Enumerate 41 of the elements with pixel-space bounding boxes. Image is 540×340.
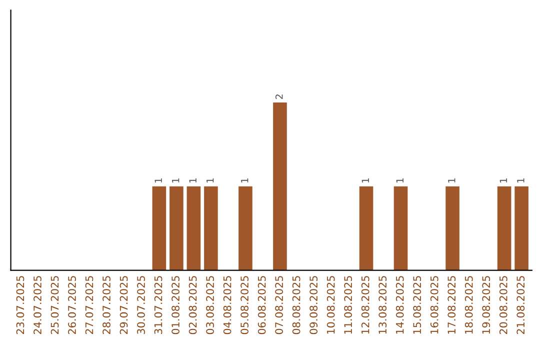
data-label: 1 [448,178,456,183]
x-tick-label: 17.08.2025 [448,276,456,334]
data-label: 1 [241,178,248,183]
x-tick-label: 26.07.2025 [68,276,76,334]
data-label: 1 [154,178,162,183]
x-tick-label: 11.08.2025 [344,276,352,334]
data-label: 1 [362,178,369,183]
x-tick-label: 30.07.2025 [137,276,145,334]
x-tick-label: 03.08.2025 [206,276,214,334]
x-tick-label: 27.07.2025 [85,276,94,334]
x-tick-label: 13.08.2025 [378,276,387,334]
x-tick-label: 28.07.2025 [102,276,110,334]
x-tick-label: 18.08.2025 [464,276,473,334]
data-label: 1 [517,178,524,183]
x-tick-label: 15.08.2025 [413,276,422,334]
x-tick-label: 16.08.2025 [430,276,438,334]
x-tick-label: 06.08.2025 [258,276,266,334]
x-tick-label: 04.08.2025 [223,276,232,334]
x-tick-label: 25.07.2025 [50,276,59,334]
x-tick-label: 08.08.2025 [292,276,300,334]
data-label: 1 [396,178,404,183]
data-label: 1 [500,178,507,183]
x-tick-label: 19.08.2025 [482,276,490,334]
x-tick-label: 31.07.2025 [154,276,162,334]
x-tick-label: 12.08.2025 [361,276,370,334]
data-label: 2 [275,94,283,100]
x-tick-label: 21.08.2025 [516,276,525,334]
x-tick-label: 01.08.2025 [172,276,180,334]
x-tick-label: 23.07.2025 [16,276,24,334]
x-tick-label: 24.07.2025 [34,276,42,334]
data-label: 1 [189,178,196,183]
x-tick-label: 14.08.2025 [396,276,404,334]
x-tick-label: 05.08.2025 [240,276,248,334]
x-tick-label: 20.08.2025 [499,276,508,334]
x-tick-label: 29.07.2025 [120,276,128,334]
x-tick-label: 09.08.2025 [310,276,318,334]
x-tick-label: 10.08.2025 [326,276,335,334]
x-tick-label: 02.08.2025 [188,276,197,334]
x-tick-label: 07.08.2025 [275,276,283,334]
data-label: 1 [206,178,214,183]
data-label: 1 [172,178,180,183]
